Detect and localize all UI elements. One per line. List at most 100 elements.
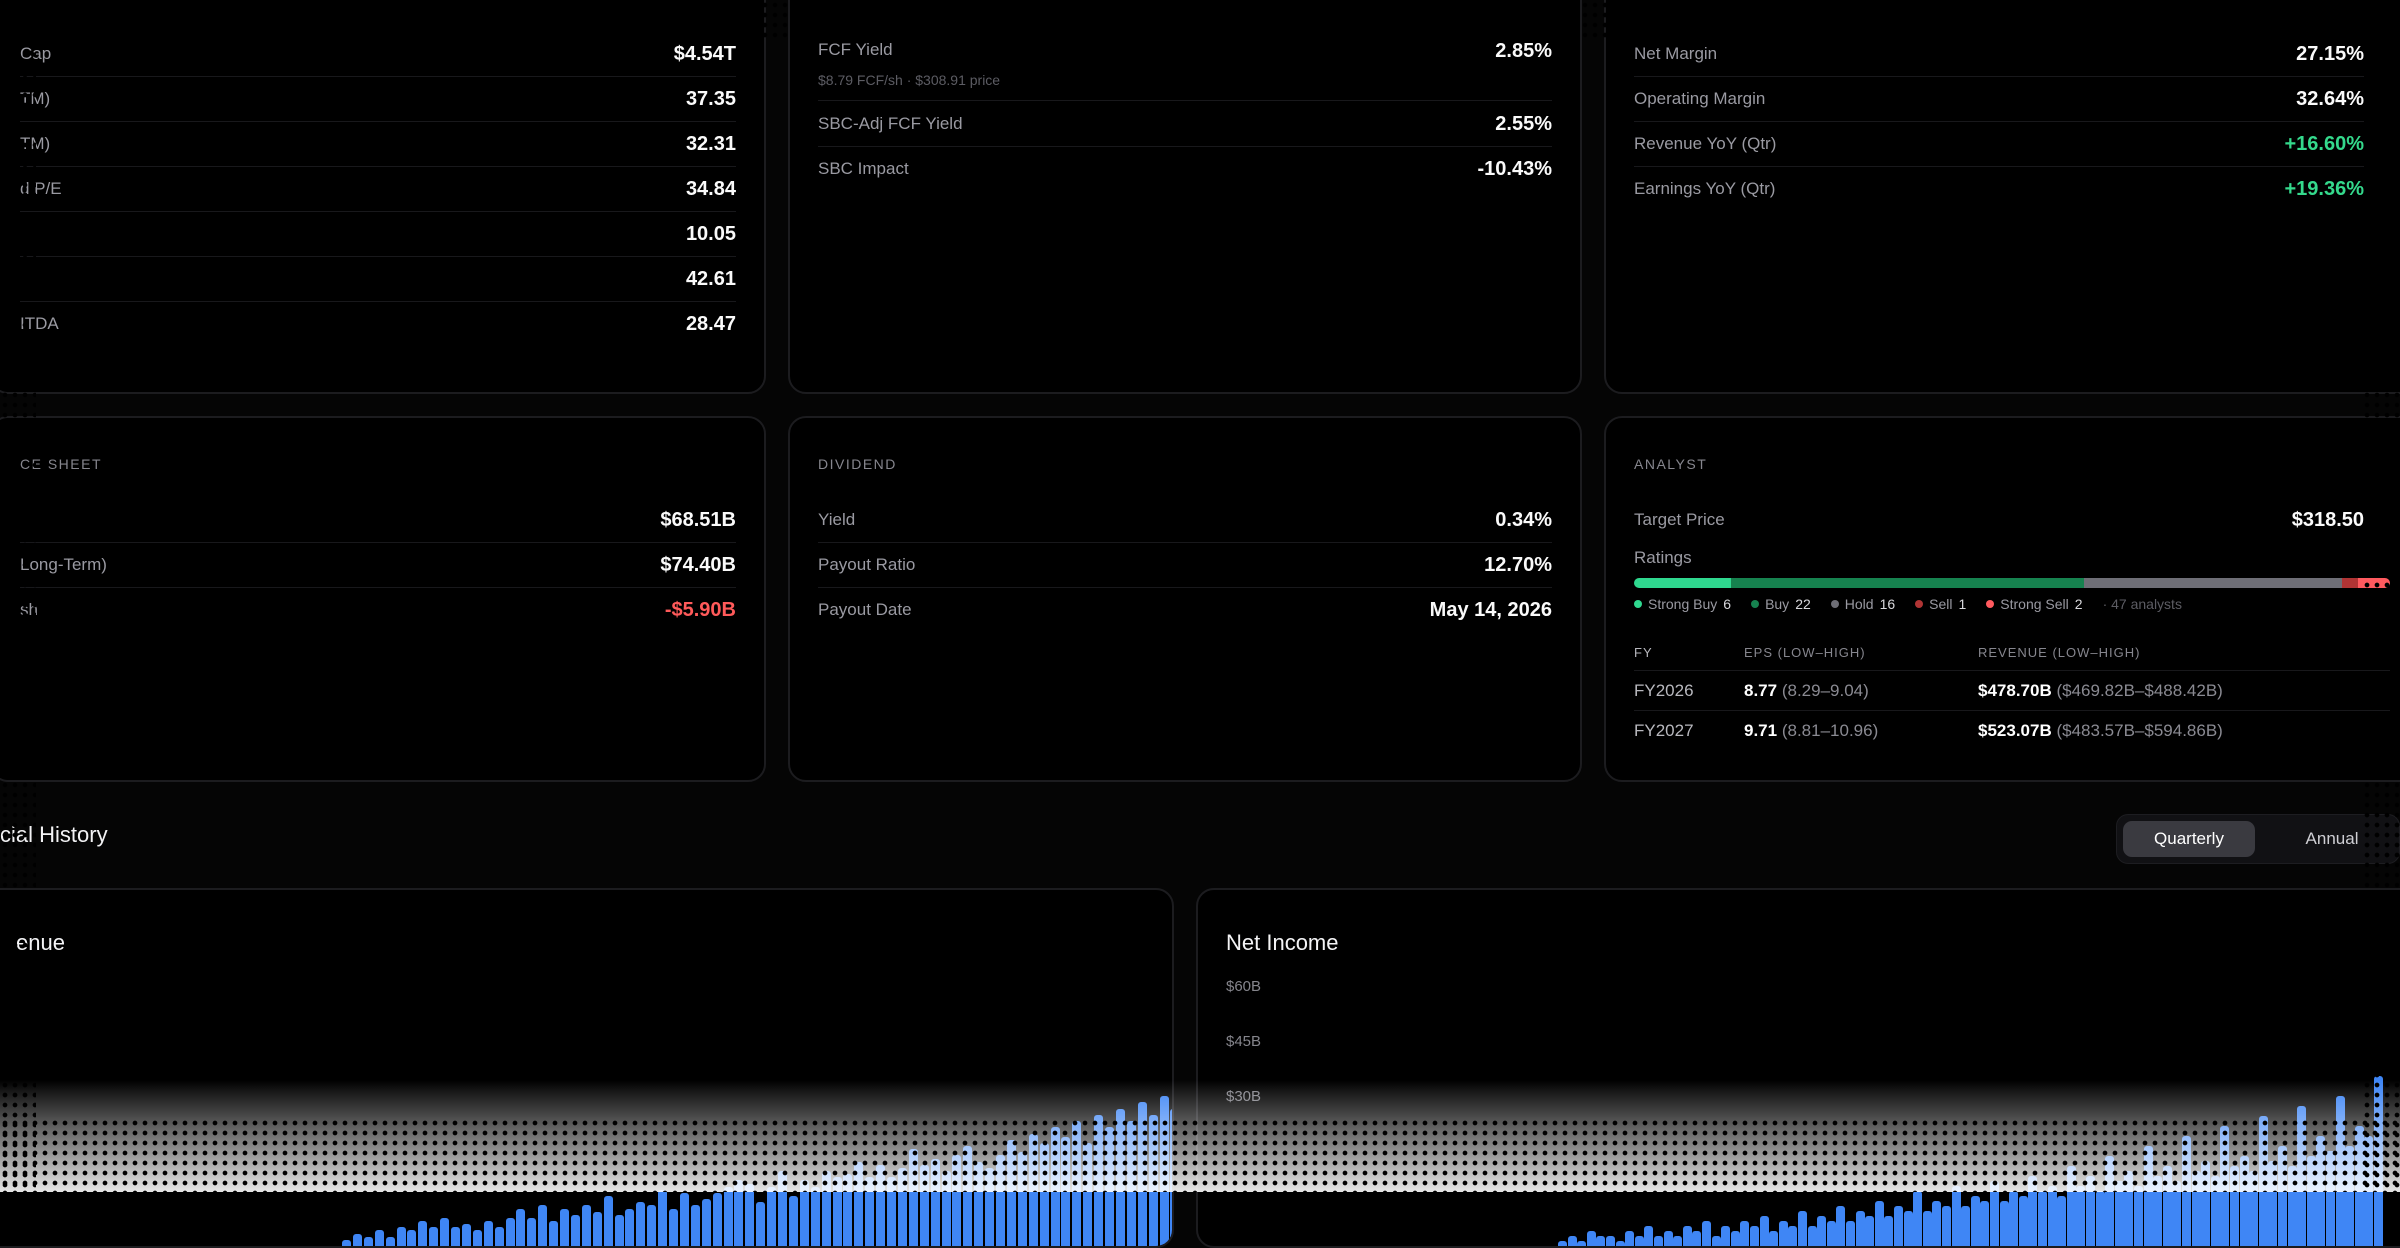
chart-bar[interactable] <box>865 1177 875 1246</box>
chart-bar[interactable] <box>451 1227 460 1246</box>
chart-bar[interactable] <box>887 1177 896 1246</box>
chart-bar[interactable] <box>1951 1186 1961 1246</box>
chart-bar[interactable] <box>2239 1156 2249 1246</box>
chart-bar[interactable] <box>1894 1206 1903 1246</box>
chart-bar[interactable] <box>745 1183 755 1246</box>
chart-bar[interactable] <box>352 1233 362 1246</box>
chart-bar[interactable] <box>560 1208 569 1246</box>
chart-bar[interactable] <box>810 1186 820 1246</box>
chart-bar[interactable] <box>2326 1151 2335 1246</box>
chart-bar[interactable] <box>952 1155 962 1246</box>
chart-bar[interactable] <box>2124 1171 2134 1246</box>
chart-bar[interactable] <box>1826 1221 1836 1246</box>
chart-bar[interactable] <box>1759 1216 1769 1246</box>
chart-bar[interactable] <box>2182 1136 2191 1246</box>
chart-bar[interactable] <box>1072 1121 1082 1246</box>
chart-bar[interactable] <box>603 1196 613 1246</box>
chart-bar[interactable] <box>1922 1211 1932 1246</box>
chart-bar[interactable] <box>788 1196 798 1246</box>
chart-bar[interactable] <box>2316 1136 2326 1246</box>
chart-bar[interactable] <box>1006 1139 1016 1246</box>
chart-bar[interactable] <box>734 1180 744 1246</box>
chart-bar[interactable] <box>538 1205 548 1246</box>
chart-bar[interactable] <box>1970 1196 1980 1246</box>
chart-bar[interactable] <box>1017 1152 1027 1246</box>
chart-bar[interactable] <box>2057 1196 2067 1246</box>
chart-bar[interactable] <box>1061 1136 1071 1246</box>
chart-bar[interactable] <box>1846 1221 1855 1246</box>
chart-bar[interactable] <box>1913 1191 1923 1246</box>
chart-bar[interactable] <box>2191 1171 2201 1246</box>
chart-bar[interactable] <box>974 1161 984 1246</box>
chart-bar[interactable] <box>1028 1133 1038 1246</box>
chart-bar[interactable] <box>1730 1231 1740 1246</box>
chart-bar[interactable] <box>1148 1114 1158 1246</box>
chart-bar[interactable] <box>1654 1236 1663 1246</box>
chart-bar[interactable] <box>1105 1127 1114 1246</box>
chart-bar[interactable] <box>527 1217 537 1246</box>
chart-bar[interactable] <box>756 1202 766 1246</box>
chart-bar[interactable] <box>592 1211 602 1246</box>
chart-bar[interactable] <box>1692 1231 1702 1246</box>
chart-bar[interactable] <box>1980 1201 1990 1246</box>
chart-bar[interactable] <box>723 1186 733 1246</box>
chart-bar[interactable] <box>2028 1176 2038 1246</box>
chart-bar[interactable] <box>679 1192 689 1246</box>
chart-bar[interactable] <box>396 1227 406 1246</box>
chart-bar[interactable] <box>1644 1226 1654 1246</box>
chart-bar[interactable] <box>2143 1146 2153 1246</box>
chart-bar[interactable] <box>1769 1231 1779 1246</box>
chart-bar[interactable] <box>669 1208 678 1246</box>
chart-bar[interactable] <box>505 1217 515 1246</box>
chart-bar[interactable] <box>996 1155 1005 1246</box>
chart-bar[interactable] <box>2345 1146 2355 1246</box>
chart-bar[interactable] <box>440 1217 450 1246</box>
chart-bar[interactable] <box>2018 1196 2028 1246</box>
chart-bar[interactable] <box>1159 1096 1169 1246</box>
chart-bar[interactable] <box>1615 1241 1625 1246</box>
chart-bar[interactable] <box>2066 1166 2076 1246</box>
chart-bar[interactable] <box>1788 1226 1798 1246</box>
chart-bar[interactable] <box>712 1192 722 1246</box>
chart-bar[interactable] <box>1126 1121 1136 1246</box>
chart-bar[interactable] <box>461 1224 471 1246</box>
chart-bar[interactable] <box>2354 1126 2364 1246</box>
chart-bar[interactable] <box>963 1146 973 1246</box>
chart-bar[interactable] <box>1990 1181 1999 1246</box>
chart-bar[interactable] <box>2172 1181 2182 1246</box>
chart-bar[interactable] <box>2086 1176 2095 1246</box>
chart-bar[interactable] <box>930 1158 940 1246</box>
chart-bar[interactable] <box>2038 1191 2047 1246</box>
chart-bar[interactable] <box>876 1164 886 1246</box>
chart-bar[interactable] <box>941 1171 951 1246</box>
chart-bar[interactable] <box>363 1236 373 1246</box>
chart-bar[interactable] <box>1836 1206 1846 1246</box>
chart-bar[interactable] <box>1817 1216 1827 1246</box>
chart-bar[interactable] <box>494 1227 504 1246</box>
chart-bar[interactable] <box>1094 1114 1104 1246</box>
chart-bar[interactable] <box>1807 1226 1817 1246</box>
chart-bar[interactable] <box>2364 1136 2374 1246</box>
chart-bar[interactable] <box>2258 1116 2268 1246</box>
chart-bar[interactable] <box>2220 1126 2230 1246</box>
chart-bar[interactable] <box>374 1230 384 1246</box>
chart-bar[interactable] <box>2278 1146 2287 1246</box>
chart-bar[interactable] <box>2306 1156 2316 1246</box>
chart-bar[interactable] <box>1903 1211 1913 1246</box>
chart-bar[interactable] <box>2095 1191 2105 1246</box>
chart-bar[interactable] <box>1942 1206 1951 1246</box>
quarterly-toggle-button[interactable]: Quarterly <box>2123 821 2255 857</box>
chart-bar[interactable] <box>658 1189 668 1246</box>
chart-bar[interactable] <box>778 1171 787 1246</box>
chart-bar[interactable] <box>625 1208 635 1246</box>
chart-bar[interactable] <box>1663 1231 1673 1246</box>
chart-bar[interactable] <box>2105 1156 2115 1246</box>
chart-bar[interactable] <box>2230 1166 2239 1246</box>
chart-bar[interactable] <box>1999 1201 2009 1246</box>
chart-bar[interactable] <box>614 1214 624 1246</box>
chart-bar[interactable] <box>1050 1127 1060 1246</box>
chart-bar[interactable] <box>483 1221 493 1246</box>
chart-bar[interactable] <box>570 1214 580 1246</box>
chart-bar[interactable] <box>1711 1236 1721 1246</box>
chart-bar[interactable] <box>2076 1186 2086 1246</box>
